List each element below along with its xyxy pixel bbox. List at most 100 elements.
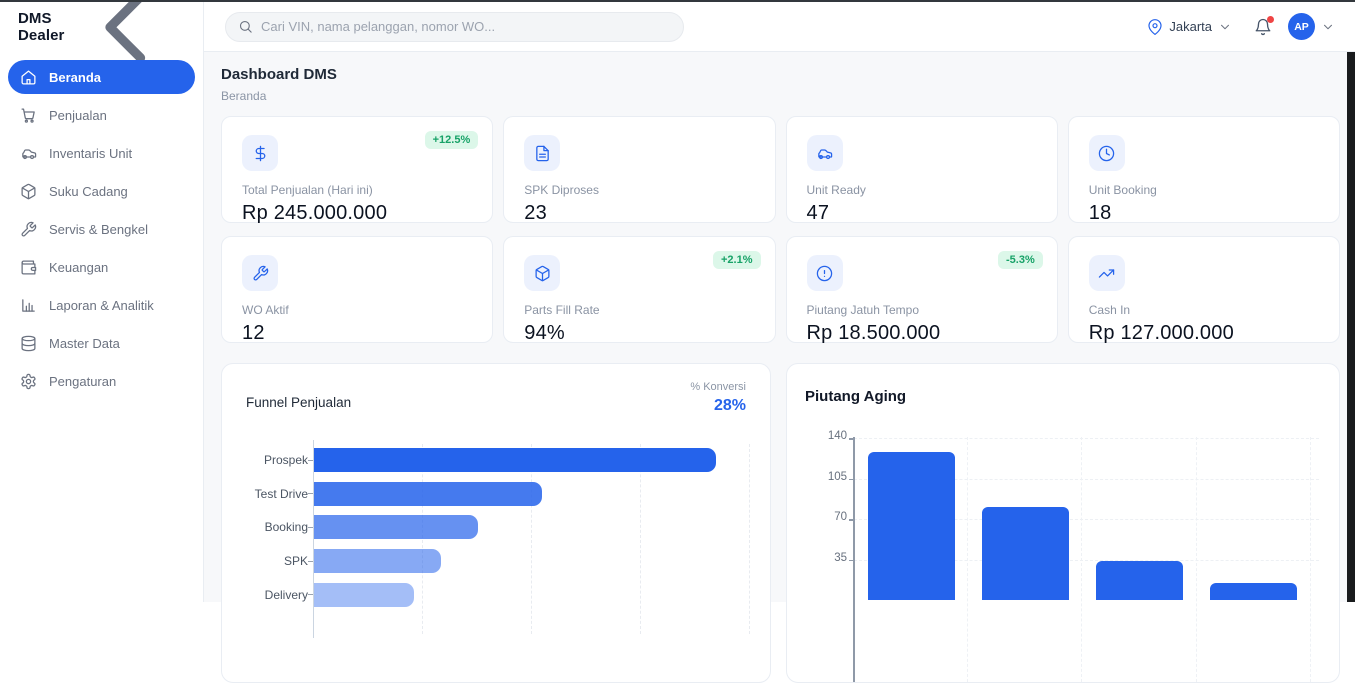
y-axis-label: 70 [805, 511, 847, 523]
notifications-button[interactable] [1254, 18, 1272, 36]
location-label: Jakarta [1169, 19, 1212, 34]
conversion-indicator: % Konversi 28% [690, 381, 746, 415]
sidebar-item-keuangan[interactable]: Keuangan [8, 250, 195, 284]
kpi-icon-chip [1089, 255, 1125, 291]
funnel-chart-title: Funnel Penjualan [246, 395, 351, 410]
content: Dashboard DMS Beranda +12.5%Total Penjua… [204, 52, 1355, 602]
gridline [1196, 437, 1197, 682]
kpi-value: Rp 245.000.000 [242, 202, 472, 225]
kpi-card-cash-in: Cash In Rp 127.000.000 [1068, 236, 1340, 343]
funnel-category-label: Test Drive [246, 487, 308, 501]
sidebar-item-laporan-analitik[interactable]: Laporan & Analitik [8, 288, 195, 322]
sidebar-item-inventaris-unit[interactable]: Inventaris Unit [8, 136, 195, 170]
funnel-bar-row: Delivery [246, 583, 748, 607]
funnel-bar-area [313, 549, 748, 573]
funnel-bar-row: Prospek [246, 448, 748, 472]
window-top-border [0, 0, 1355, 2]
gridline [1081, 437, 1082, 682]
funnel-category-label: Delivery [246, 588, 308, 602]
kpi-icon-chip [524, 255, 560, 291]
file-text-icon [534, 145, 551, 162]
wrench-icon [20, 221, 37, 238]
car-icon [816, 145, 833, 162]
kpi-label: Unit Ready [807, 183, 1037, 197]
kpi-grid: +12.5% Total Penjualan (Hari ini) Rp 245.0… [221, 116, 1340, 343]
sidebar-item-label: Beranda [49, 70, 101, 85]
funnel-category-label: Prospek [246, 453, 308, 467]
sidebar-item-label: Master Data [49, 336, 120, 351]
sidebar-item-master-data[interactable]: Master Data [8, 326, 195, 360]
location-selector[interactable]: Jakarta [1147, 19, 1232, 35]
car-icon [20, 145, 37, 162]
y-axis-line [853, 437, 855, 682]
sidebar-item-penjualan[interactable]: Penjualan [8, 98, 195, 132]
sidebar-item-label: Keuangan [49, 260, 108, 275]
sidebar-item-suku-cadang[interactable]: Suku Cadang [8, 174, 195, 208]
funnel-bar [314, 549, 441, 573]
sidebar-item-label: Penjualan [49, 108, 107, 123]
kpi-icon-chip [524, 135, 560, 171]
kpi-icon-chip [807, 255, 843, 291]
conversion-label: % Konversi [690, 381, 746, 393]
kpi-label: Unit Booking [1089, 183, 1319, 197]
breadcrumb: Beranda [221, 89, 1340, 103]
sidebar-item-label: Servis & Bengkel [49, 222, 148, 237]
search-input[interactable] [261, 19, 671, 34]
funnel-bar-area [313, 448, 748, 472]
map-pin-icon [1147, 19, 1163, 35]
charts-row: Funnel Penjualan % Konversi 28% Prospek T… [221, 363, 1340, 683]
alert-circle-icon [816, 265, 833, 282]
aging-bar [868, 452, 955, 600]
kpi-label: Piutang Jatuh Tempo [807, 303, 1037, 317]
kpi-value: 47 [807, 202, 1037, 225]
kpi-label: WO Aktif [242, 303, 472, 317]
funnel-bar [314, 515, 478, 539]
kpi-value: 18 [1089, 202, 1319, 225]
aging-bar [1210, 583, 1297, 600]
home-icon [20, 69, 37, 86]
clock-icon [1098, 145, 1115, 162]
conversion-value: 28% [690, 397, 746, 415]
package-icon [534, 265, 551, 282]
aging-bar [1096, 561, 1183, 600]
user-menu[interactable]: AP [1288, 13, 1335, 40]
package-icon [20, 183, 37, 200]
kpi-trend-badge: +2.1% [713, 251, 761, 269]
gridline [967, 437, 968, 682]
kpi-label: Total Penjualan (Hari ini) [242, 183, 472, 197]
search-bar[interactable] [225, 12, 684, 42]
sidebar-item-label: Inventaris Unit [49, 146, 132, 161]
kpi-value: Rp 127.000.000 [1089, 322, 1319, 345]
sidebar-item-label: Suku Cadang [49, 184, 128, 199]
kpi-label: Cash In [1089, 303, 1319, 317]
main-area: Jakarta AP Dashboard DMS Beranda +12.5%T… [204, 2, 1355, 602]
funnel-bar [314, 583, 414, 607]
wallet-icon [20, 259, 37, 276]
vertical-scrollbar[interactable] [1347, 52, 1355, 602]
notification-dot [1267, 16, 1274, 23]
sidebar-item-beranda[interactable]: Beranda [8, 60, 195, 94]
kpi-trend-badge: +12.5% [425, 131, 479, 149]
dollar-icon [252, 145, 269, 162]
funnel-category-label: SPK [246, 554, 308, 568]
kpi-trend-badge: -5.3% [998, 251, 1043, 269]
y-axis-label: 35 [805, 552, 847, 564]
kpi-card-unit-ready: Unit Ready 47 [786, 116, 1058, 223]
gridline [854, 438, 1319, 439]
funnel-chart-card: Funnel Penjualan % Konversi 28% Prospek T… [221, 363, 771, 683]
kpi-icon-chip [1089, 135, 1125, 171]
avatar: AP [1288, 13, 1315, 40]
database-icon [20, 335, 37, 352]
sidebar-item-servis-bengkel[interactable]: Servis & Bengkel [8, 212, 195, 246]
kpi-value: 94% [524, 322, 754, 345]
kpi-card-total-penjualan-hari-ini: +12.5% Total Penjualan (Hari ini) Rp 245.0… [221, 116, 493, 223]
sidebar-item-pengaturan[interactable]: Pengaturan [8, 364, 195, 398]
wrench-icon [252, 265, 269, 282]
